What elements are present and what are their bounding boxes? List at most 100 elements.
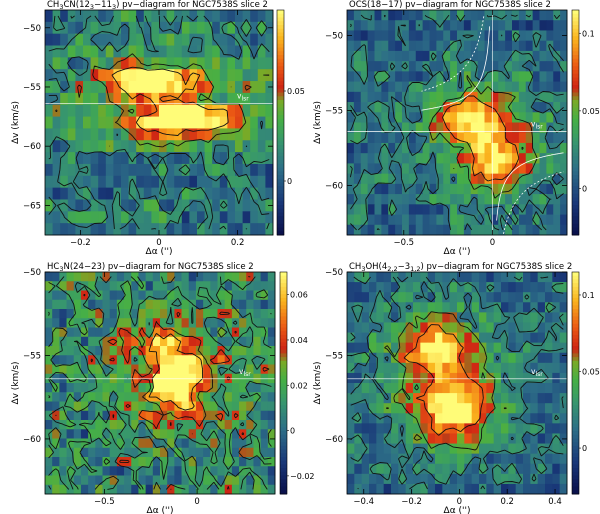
heat-cell: [457, 403, 465, 414]
heat-cell: [450, 61, 458, 72]
heatmap-cells: [45, 10, 274, 236]
heat-cell: [52, 116, 61, 129]
heat-cell: [159, 92, 167, 106]
heat-cell: [102, 447, 111, 458]
heat-cell: [505, 132, 513, 144]
heat-cell: [246, 383, 254, 393]
heat-cell: [493, 302, 502, 313]
heat-cell: [471, 292, 480, 303]
heat-cell: [121, 45, 129, 58]
heat-cell: [486, 322, 495, 333]
heat-cell: [246, 281, 254, 291]
heat-cell: [518, 30, 527, 42]
heat-cell: [195, 327, 204, 338]
heat-cell: [457, 81, 465, 93]
heat-cell: [360, 61, 369, 72]
heat-cell: [508, 413, 517, 424]
heat-cell: [405, 312, 414, 323]
heat-cell: [530, 423, 539, 434]
heat-cell: [73, 290, 82, 301]
colorbar-segment: [280, 316, 287, 321]
heat-cell: [98, 104, 107, 117]
heat-cell: [128, 33, 137, 46]
plot-frame: [346, 9, 568, 236]
heat-cell: [217, 299, 226, 310]
heat-cell: [102, 309, 111, 319]
heat-cell: [388, 122, 396, 134]
colorbar-segment: [280, 434, 287, 439]
heat-cell: [537, 433, 546, 444]
heat-cell: [360, 153, 369, 164]
heat-cell: [381, 153, 389, 164]
heat-cell: [210, 429, 218, 439]
heat-cell: [80, 327, 89, 338]
heat-cell: [217, 327, 226, 338]
heat-cell: [52, 299, 60, 310]
heat-cell: [83, 175, 91, 189]
heat-cell: [260, 299, 269, 310]
heat-cell: [45, 364, 53, 375]
heat-cell: [151, 116, 160, 129]
heat-cell: [491, 224, 499, 236]
heat-cell: [267, 346, 276, 356]
heat-cell: [532, 91, 540, 103]
heat-cell: [253, 346, 262, 356]
contour-line: [111, 66, 229, 136]
heat-cell: [463, 173, 472, 185]
heat-cell: [128, 152, 137, 165]
heat-cell: [219, 175, 228, 189]
heat-cell: [537, 372, 546, 384]
heat-cell: [197, 187, 205, 200]
heat-cell: [498, 102, 506, 113]
heat-cell: [413, 272, 421, 283]
heat-cell: [457, 183, 465, 195]
heat-cell: [383, 372, 392, 384]
heat-cell: [450, 142, 458, 154]
heat-cell: [518, 224, 527, 236]
heat-cell: [464, 433, 473, 444]
heat-cell: [413, 342, 421, 354]
heat-cell: [66, 484, 75, 495]
heat-cell: [52, 187, 61, 200]
heat-cell: [463, 204, 472, 215]
heat-cell: [75, 128, 84, 141]
heat-cell: [73, 309, 82, 319]
heat-cell: [197, 152, 205, 165]
heat-cell: [427, 332, 436, 344]
heat-cell: [145, 410, 154, 421]
heat-cell: [449, 453, 458, 465]
heat-cell: [552, 433, 561, 444]
heat-cell: [420, 413, 429, 424]
colorbar-segment: [572, 334, 579, 340]
heat-cell: [525, 112, 534, 123]
heat-cell: [464, 383, 473, 394]
x-axis-label: Δα (''): [146, 247, 173, 257]
colorbar-segment: [572, 96, 579, 101]
vlsr-label: vlsr: [239, 367, 251, 378]
heat-cell: [80, 281, 89, 291]
heat-cell: [436, 194, 444, 205]
colorbar-segment: [572, 141, 579, 146]
heat-cell: [217, 290, 226, 301]
heat-cell: [138, 299, 147, 310]
heat-cell: [260, 429, 269, 439]
heat-cell: [512, 71, 520, 82]
heat-cell: [508, 352, 517, 364]
heat-cell: [250, 21, 259, 35]
heat-cell: [204, 152, 213, 165]
heat-cell: [508, 383, 517, 394]
heat-cell: [174, 104, 183, 117]
heat-cell: [159, 104, 167, 117]
heat-cell: [159, 21, 167, 35]
colorbar-segment: [280, 353, 287, 358]
colorbar-segment: [280, 338, 287, 343]
heat-cell: [73, 420, 82, 430]
heat-cell: [415, 163, 424, 175]
colorbar-segment: [572, 272, 579, 277]
heat-cell: [242, 187, 251, 200]
heat-cell: [395, 224, 403, 236]
heat-cell: [210, 346, 218, 356]
heat-cell: [197, 140, 205, 153]
heat-cell: [66, 346, 75, 356]
